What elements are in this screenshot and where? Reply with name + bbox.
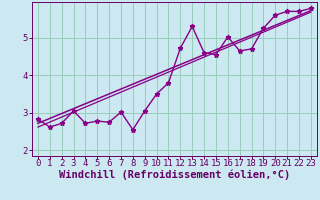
X-axis label: Windchill (Refroidissement éolien,°C): Windchill (Refroidissement éolien,°C) (59, 170, 290, 180)
